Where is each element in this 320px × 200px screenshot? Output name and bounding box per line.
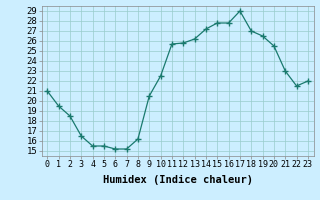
X-axis label: Humidex (Indice chaleur): Humidex (Indice chaleur) (103, 175, 252, 185)
